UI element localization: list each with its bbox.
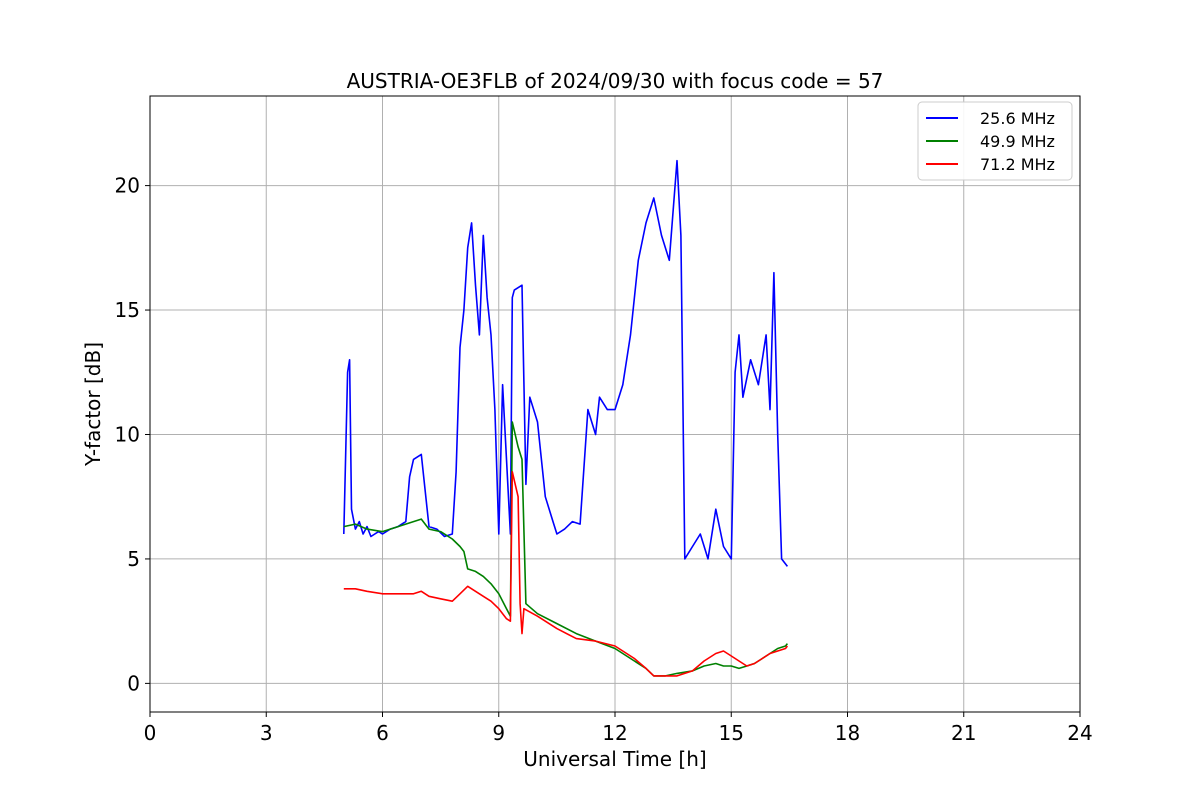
x-tick-label: 6 <box>376 721 389 745</box>
y-axis-label: Y-factor [dB] <box>81 342 105 467</box>
y-tick-label: 0 <box>127 671 140 695</box>
x-tick-label: 3 <box>260 721 273 745</box>
series-layer <box>343 159 789 677</box>
x-tick-label: 15 <box>719 721 744 745</box>
series-line-49-9-mhz <box>343 421 789 677</box>
chart-title: AUSTRIA-OE3FLB of 2024/09/30 with focus … <box>347 69 884 93</box>
ticks: 0 3 6 9 12 15 18 21 24 0 5 10 15 20 <box>115 174 1093 745</box>
y-tick-label: 5 <box>127 547 140 571</box>
x-axis-label: Universal Time [h] <box>523 747 706 771</box>
legend-box <box>917 101 1073 181</box>
y-tick-label: 20 <box>115 174 140 198</box>
y-tick-label: 10 <box>115 422 140 446</box>
x-tick-label: 9 <box>492 721 505 745</box>
legend-label: 49.9 MHz <box>980 132 1055 151</box>
x-tick-label: 21 <box>951 721 976 745</box>
series-line-71-2-mhz <box>343 470 789 677</box>
legend-label: 71.2 MHz <box>980 155 1055 174</box>
y-tick-label: 15 <box>115 298 140 322</box>
x-tick-label: 24 <box>1067 721 1092 745</box>
x-tick-label: 18 <box>835 721 860 745</box>
x-tick-label: 12 <box>602 721 627 745</box>
legend-label: 25.6 MHz <box>980 109 1055 128</box>
legend: 25.6 MHz 49.9 MHz 71.2 MHz <box>917 101 1073 181</box>
x-tick-label: 0 <box>144 721 157 745</box>
